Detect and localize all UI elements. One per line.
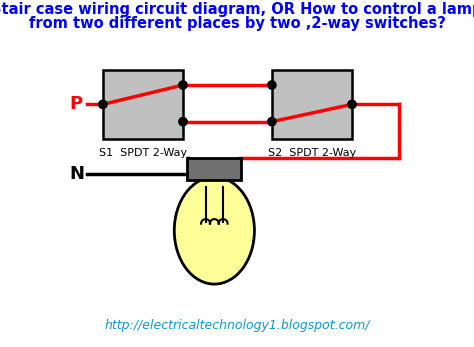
Circle shape [268,81,276,89]
Ellipse shape [174,177,255,284]
Text: P: P [70,95,83,113]
Text: Stair case wiring circuit diagram, OR How to control a lamp: Stair case wiring circuit diagram, OR Ho… [0,2,474,17]
Circle shape [348,100,356,109]
Bar [103,70,183,139]
Text: N: N [70,164,85,183]
Circle shape [268,118,276,126]
Bar [187,158,241,180]
Text: S1  SPDT 2-Way: S1 SPDT 2-Way [99,147,187,158]
Text: from two different places by two ,2-way switches?: from two different places by two ,2-way … [28,16,446,31]
Text: http://electricaltechnology1.blogspot.com/: http://electricaltechnology1.blogspot.co… [104,319,370,332]
Circle shape [179,81,187,89]
Bar [272,70,352,139]
Circle shape [179,118,187,126]
Circle shape [99,100,107,109]
Text: S2  SPDT 2-Way: S2 SPDT 2-Way [268,147,356,158]
